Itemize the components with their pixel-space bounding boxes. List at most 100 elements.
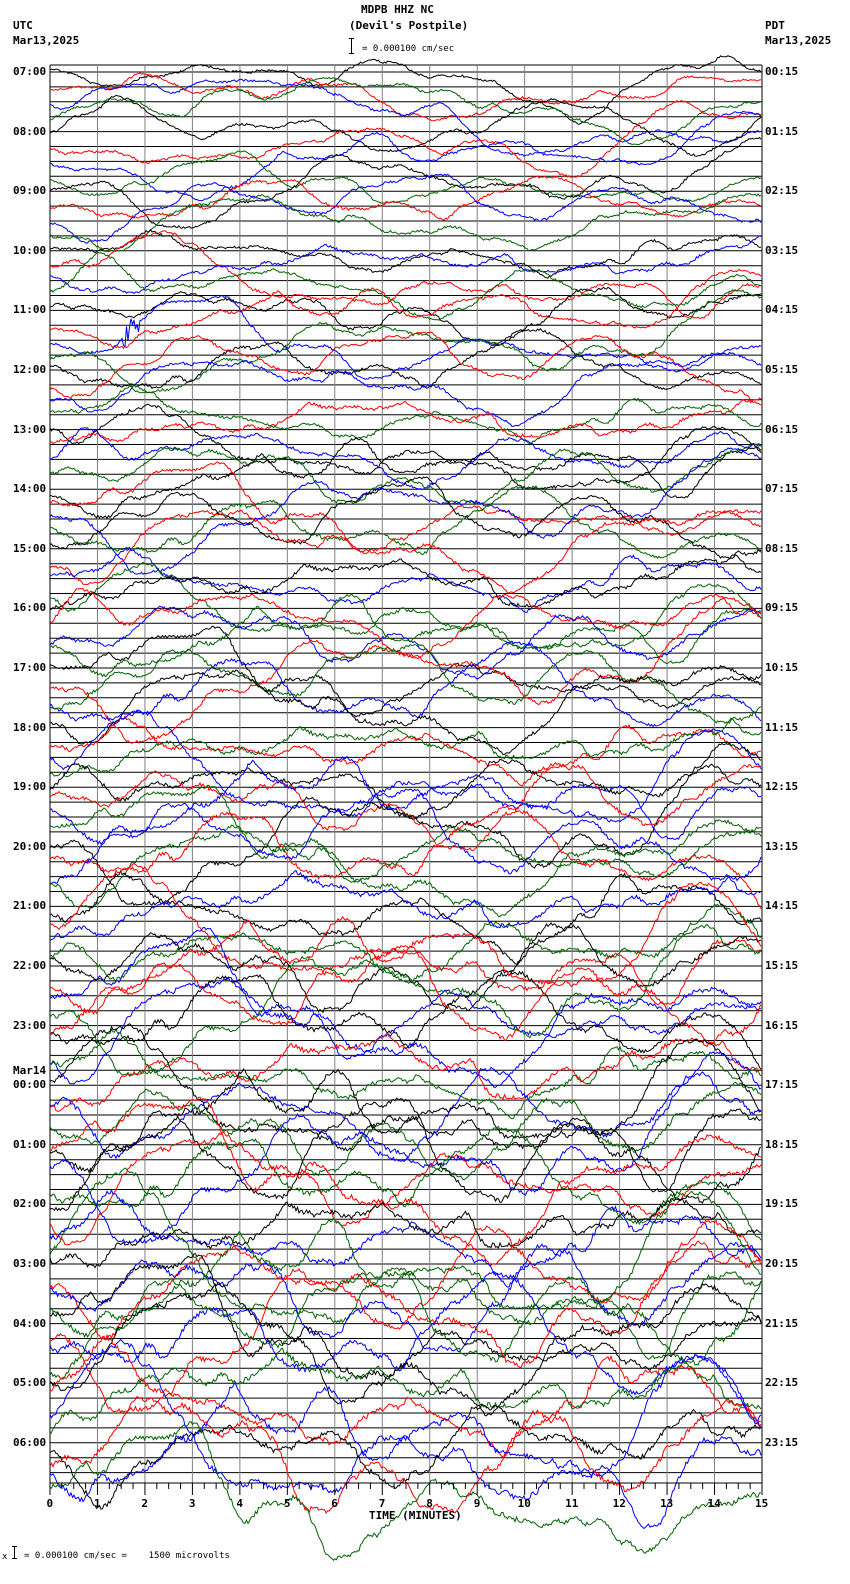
seismic-trace xyxy=(49,1219,762,1414)
right-hour-label: 22:15 xyxy=(765,1376,799,1390)
right-hour-label: 06:15 xyxy=(765,422,799,436)
seismic-trace xyxy=(49,1281,762,1435)
x-tick-label: 11 xyxy=(565,1497,579,1510)
x-tick-label: 9 xyxy=(473,1497,481,1510)
seismic-trace xyxy=(49,485,762,560)
seismic-trace xyxy=(49,173,762,244)
scale-footnote: = 0.000100 cm/sec = 1500 microvolts xyxy=(24,1551,230,1561)
left-hour-label: 21:00 xyxy=(13,899,47,913)
seismic-trace xyxy=(49,1225,762,1341)
left-timezone: UTC xyxy=(13,19,33,32)
seismic-trace xyxy=(49,99,762,178)
right-hour-label: 05:15 xyxy=(765,363,799,376)
scale-bar-icon xyxy=(351,38,352,54)
x-tick-label: 2 xyxy=(141,1497,149,1510)
seismic-trace xyxy=(49,1188,762,1288)
seismic-trace xyxy=(49,921,762,984)
seismic-trace xyxy=(49,192,762,253)
right-hour-label: 10:15 xyxy=(765,661,799,674)
seismic-trace xyxy=(49,1241,762,1353)
seismic-trace xyxy=(49,1270,762,1422)
seismic-trace xyxy=(49,110,762,202)
left-hour-label: 03:00 xyxy=(13,1257,47,1270)
seismic-trace xyxy=(49,289,762,394)
station-location: (Devil's Postpile) xyxy=(349,19,469,32)
x-tick-label: 4 xyxy=(236,1497,243,1510)
seismic-trace xyxy=(49,427,762,491)
right-hour-label: 08:15 xyxy=(765,541,799,555)
left-hour-label: 00:00 xyxy=(13,1078,47,1092)
left-hour-label: 02:00 xyxy=(13,1197,47,1211)
seismic-trace xyxy=(49,709,762,840)
seismic-trace xyxy=(49,295,762,380)
right-hour-label: 07:15 xyxy=(765,482,799,496)
left-hour-label: 05:00 xyxy=(13,1376,47,1390)
seismic-trace xyxy=(49,397,762,445)
x-tick-label: 12 xyxy=(612,1497,626,1510)
seismic-trace xyxy=(49,442,762,505)
seismic-trace xyxy=(49,1081,762,1181)
seismic-trace xyxy=(49,1191,762,1339)
seismic-trace xyxy=(49,881,762,1015)
x-tick-label: 15 xyxy=(755,1497,769,1510)
seismic-trace xyxy=(49,561,762,665)
seismic-trace xyxy=(49,862,762,1006)
seismic-trace xyxy=(49,1004,762,1112)
x-tick-label: 0 xyxy=(46,1497,54,1510)
seismic-trace xyxy=(49,476,762,573)
left-hour-label: 23:00 xyxy=(13,1018,47,1032)
left-hour-label: 13:00 xyxy=(13,422,47,436)
right-hour-label: 17:15 xyxy=(765,1078,799,1092)
seismic-trace xyxy=(49,819,762,918)
scale-bar-cap-bottom xyxy=(349,53,354,54)
right-hour-label: 15:15 xyxy=(765,959,799,972)
seismic-trace xyxy=(49,383,762,445)
right-hour-label: 14:15 xyxy=(765,899,799,913)
x-tick-label: 6 xyxy=(331,1497,338,1510)
seismic-trace xyxy=(49,1097,762,1237)
left-hour-label: 10:00 xyxy=(13,243,47,257)
seismic-trace xyxy=(49,706,762,778)
seismic-trace xyxy=(49,596,762,744)
seismic-trace xyxy=(49,425,762,520)
left-hour-label: 15:00 xyxy=(13,541,47,555)
seismic-trace xyxy=(49,150,762,204)
right-hour-label: 21:15 xyxy=(765,1316,799,1330)
x-tick-label: 5 xyxy=(283,1497,291,1510)
seismic-trace xyxy=(49,969,762,1070)
seismic-trace xyxy=(49,1131,762,1266)
scale-bar-cap-top xyxy=(349,38,354,39)
seismic-trace xyxy=(49,583,762,678)
seismic-trace xyxy=(49,728,762,845)
seismic-trace xyxy=(49,856,762,942)
seismic-trace xyxy=(49,605,762,680)
seismic-trace xyxy=(49,461,762,553)
seismic-trace xyxy=(49,741,762,907)
right-date: Mar13,2025 xyxy=(765,34,832,47)
left-hour-label: 06:00 xyxy=(13,1435,47,1449)
seismic-trace xyxy=(49,805,762,909)
x-tick-label: 3 xyxy=(188,1497,196,1510)
seismic-trace xyxy=(49,926,762,1060)
right-hour-label: 20:15 xyxy=(765,1257,799,1270)
x-tick-label: 1 xyxy=(93,1497,101,1510)
left-hour-label: 07:00 xyxy=(13,65,47,78)
seismic-trace xyxy=(49,509,762,594)
x-tick-label: 14 xyxy=(707,1497,721,1510)
seismic-trace xyxy=(49,1038,762,1174)
footer-scale-bar-cap-bottom xyxy=(12,1558,17,1559)
right-hour-label: 00:15 xyxy=(765,65,799,78)
seismic-trace xyxy=(49,1338,762,1530)
seismic-trace xyxy=(49,1146,762,1269)
left-hour-label: 19:00 xyxy=(13,780,47,794)
seismic-trace xyxy=(49,1282,762,1417)
left-hour-label: 14:00 xyxy=(13,482,47,496)
left-hour-label: 04:00 xyxy=(13,1316,47,1330)
left-hour-label: 17:00 xyxy=(13,661,47,674)
seismic-trace xyxy=(49,78,762,157)
seismic-trace xyxy=(50,869,762,965)
seismic-trace xyxy=(49,175,762,221)
right-hour-label: 18:15 xyxy=(765,1137,799,1151)
seismic-trace xyxy=(49,548,762,611)
